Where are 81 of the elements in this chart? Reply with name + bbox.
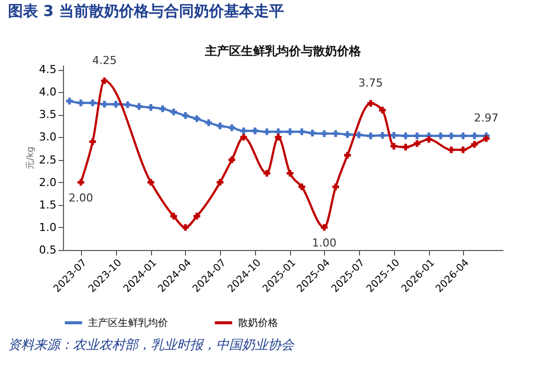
y-tick-label: 2.0 — [39, 176, 56, 189]
point — [66, 98, 73, 104]
point — [170, 108, 178, 116]
point — [402, 132, 409, 140]
point — [101, 77, 108, 84]
point — [448, 132, 455, 140]
point — [216, 178, 224, 186]
point — [460, 132, 466, 140]
text: 资料来源：农业农村部，乳业时报，中国奶业协会 — [8, 338, 295, 353]
y-tick-label: 4.5 — [39, 63, 56, 76]
point — [402, 144, 409, 150]
point — [182, 112, 189, 119]
point — [298, 183, 306, 190]
point — [182, 224, 189, 231]
annotation: 1.00 — [312, 236, 337, 250]
y-tick-label: 4.0 — [39, 86, 56, 99]
point — [448, 146, 455, 154]
point — [482, 135, 490, 142]
point — [356, 132, 362, 138]
y-tick-label: 0.5 — [39, 244, 56, 256]
point — [240, 134, 247, 141]
y-tick-label: 3.0 — [39, 130, 56, 144]
point — [367, 100, 374, 107]
point — [414, 140, 420, 147]
point — [367, 132, 374, 140]
point — [320, 224, 328, 231]
point — [332, 130, 340, 137]
point — [147, 104, 154, 111]
point — [286, 170, 294, 177]
point — [437, 132, 444, 140]
annotation: 4.25 — [92, 54, 117, 67]
point — [194, 115, 200, 122]
point — [112, 100, 120, 108]
point — [332, 183, 340, 190]
y-tick-label: 1.5 — [39, 198, 56, 212]
point — [274, 134, 282, 141]
chart-subtitle: 主产区生鲜乳均价与散奶价格 — [204, 44, 362, 58]
point — [298, 128, 306, 136]
point — [78, 178, 84, 186]
y-tick-label: 3.5 — [39, 108, 56, 122]
point — [379, 132, 386, 139]
point — [205, 119, 212, 126]
point — [89, 138, 96, 146]
point — [309, 130, 316, 136]
point — [228, 124, 236, 132]
point — [240, 128, 247, 134]
y-tick-label: 2.5 — [39, 153, 56, 166]
point — [124, 101, 132, 108]
annotation: 3.75 — [358, 76, 383, 90]
point — [471, 141, 478, 148]
point — [216, 122, 224, 130]
point — [263, 170, 270, 177]
point — [228, 156, 236, 164]
y-tick-label: 1.0 — [39, 220, 56, 234]
point — [170, 212, 178, 220]
point — [344, 131, 351, 138]
point — [101, 100, 108, 108]
point — [147, 178, 154, 186]
point — [320, 130, 328, 137]
annotation: 2.97 — [474, 112, 499, 125]
point — [379, 106, 386, 114]
point — [89, 100, 96, 106]
point — [414, 132, 420, 140]
point — [390, 142, 398, 150]
legend-label: 散奶价格 — [238, 316, 278, 329]
annotation: 2.00 — [68, 191, 94, 204]
point — [471, 132, 478, 140]
point — [78, 100, 84, 106]
point — [425, 136, 432, 143]
y-axis-title: 元/kg — [25, 146, 36, 170]
chart-title: 图表 3 当前散奶价格与合同奶价基本走平 — [8, 2, 284, 20]
point — [136, 103, 142, 110]
point — [460, 146, 466, 154]
point — [252, 128, 258, 134]
legend-label: 主产区生鲜乳均价 — [88, 316, 168, 329]
point — [286, 128, 294, 136]
point — [263, 128, 270, 136]
point — [344, 152, 351, 159]
point — [390, 132, 398, 139]
point — [159, 105, 166, 112]
point — [194, 212, 200, 220]
